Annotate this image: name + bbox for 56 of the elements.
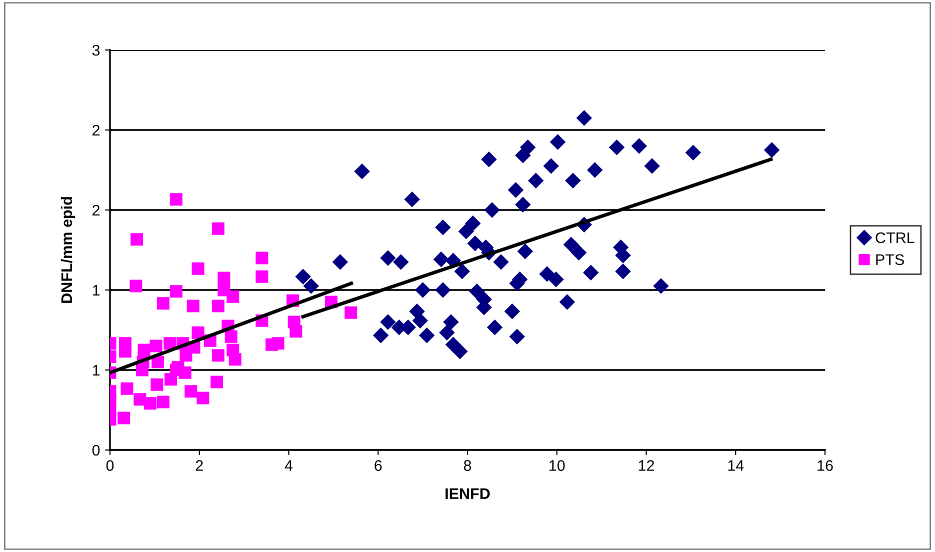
y-tick-label: 2: [92, 204, 100, 216]
x-tick-label: 6: [374, 460, 382, 471]
point: [344, 306, 358, 319]
point: [170, 285, 182, 298]
x-tick-label: 4: [284, 460, 293, 471]
point: [118, 412, 130, 424]
point: [180, 349, 192, 362]
point: [164, 337, 176, 350]
point: [156, 297, 170, 310]
point: [150, 378, 164, 391]
point: [226, 290, 240, 303]
point: [186, 300, 200, 312]
point: [136, 364, 148, 376]
point: [218, 272, 230, 284]
y-tick-label: 3: [92, 44, 100, 56]
point: [152, 356, 164, 368]
point: [118, 345, 132, 358]
x-tick-label: 8: [464, 460, 472, 471]
x-tick-label: 10: [550, 460, 565, 471]
point: [212, 300, 224, 312]
point: [184, 385, 198, 398]
point: [228, 353, 242, 366]
point: [134, 393, 146, 406]
y-tick-label: 0: [92, 444, 100, 456]
y-tick-label: 1: [92, 285, 100, 296]
point: [192, 326, 204, 339]
point: [144, 397, 156, 410]
y-axis-title: DNFL/mm epid: [60, 197, 76, 303]
point: [156, 396, 170, 408]
point: [130, 233, 144, 246]
point: [138, 344, 150, 356]
point: [212, 222, 224, 235]
point: [192, 262, 204, 275]
x-tick-label: 12: [638, 460, 654, 471]
legend-label: CTRL: [876, 232, 914, 244]
y-tick-label: 2: [92, 124, 100, 136]
x-axis-title: IENFD: [446, 488, 490, 499]
x-tick-label: 2: [196, 460, 203, 471]
point: [224, 330, 238, 343]
x-tick-label: 14: [728, 460, 744, 471]
point: [170, 193, 182, 206]
point: [210, 376, 224, 388]
point: [120, 382, 134, 395]
point: [290, 325, 302, 338]
y-tick-label: 1: [92, 365, 100, 376]
point: [150, 340, 162, 352]
point: [256, 270, 268, 283]
point: [272, 337, 284, 350]
x-tick-label: 16: [818, 460, 833, 471]
point: [196, 392, 210, 404]
point: [212, 349, 224, 362]
x-tick-label: 0: [106, 460, 114, 471]
point: [256, 252, 268, 264]
legend-label: PTS: [876, 254, 904, 266]
point: [164, 373, 178, 386]
point: [130, 280, 142, 292]
